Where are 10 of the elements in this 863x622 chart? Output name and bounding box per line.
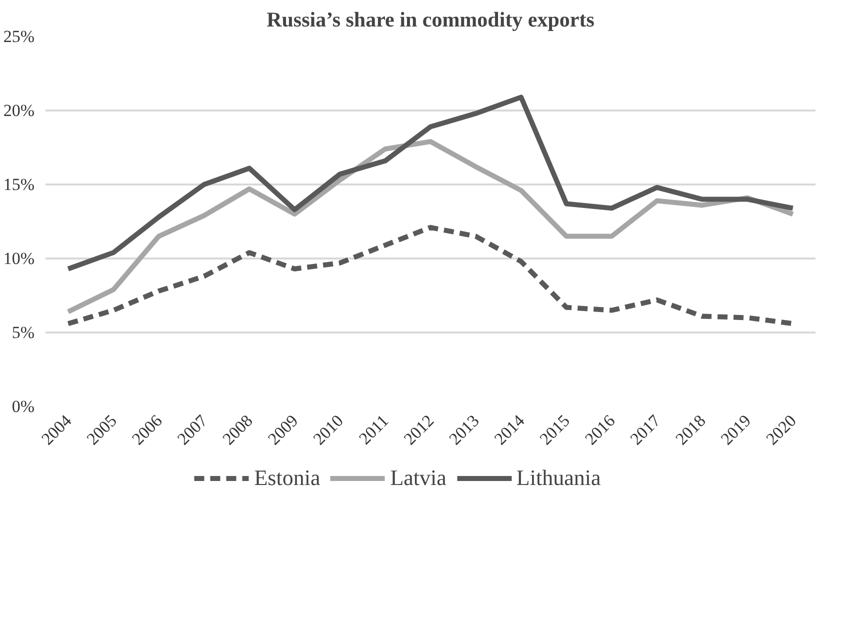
legend-label: Lithuania [516,465,601,491]
y-tick-label: 10% [3,249,35,268]
y-tick-label: 0% [12,397,35,416]
legend-label: Latvia [390,465,446,491]
y-tick-label: 20% [3,101,35,120]
y-tick-label: 25% [3,27,35,46]
y-tick-label: 15% [3,175,35,194]
legend-label: Estonia [254,465,320,491]
y-tick-label: 5% [12,323,35,342]
chart-title: Russia’s share in commodity exports [266,8,594,32]
